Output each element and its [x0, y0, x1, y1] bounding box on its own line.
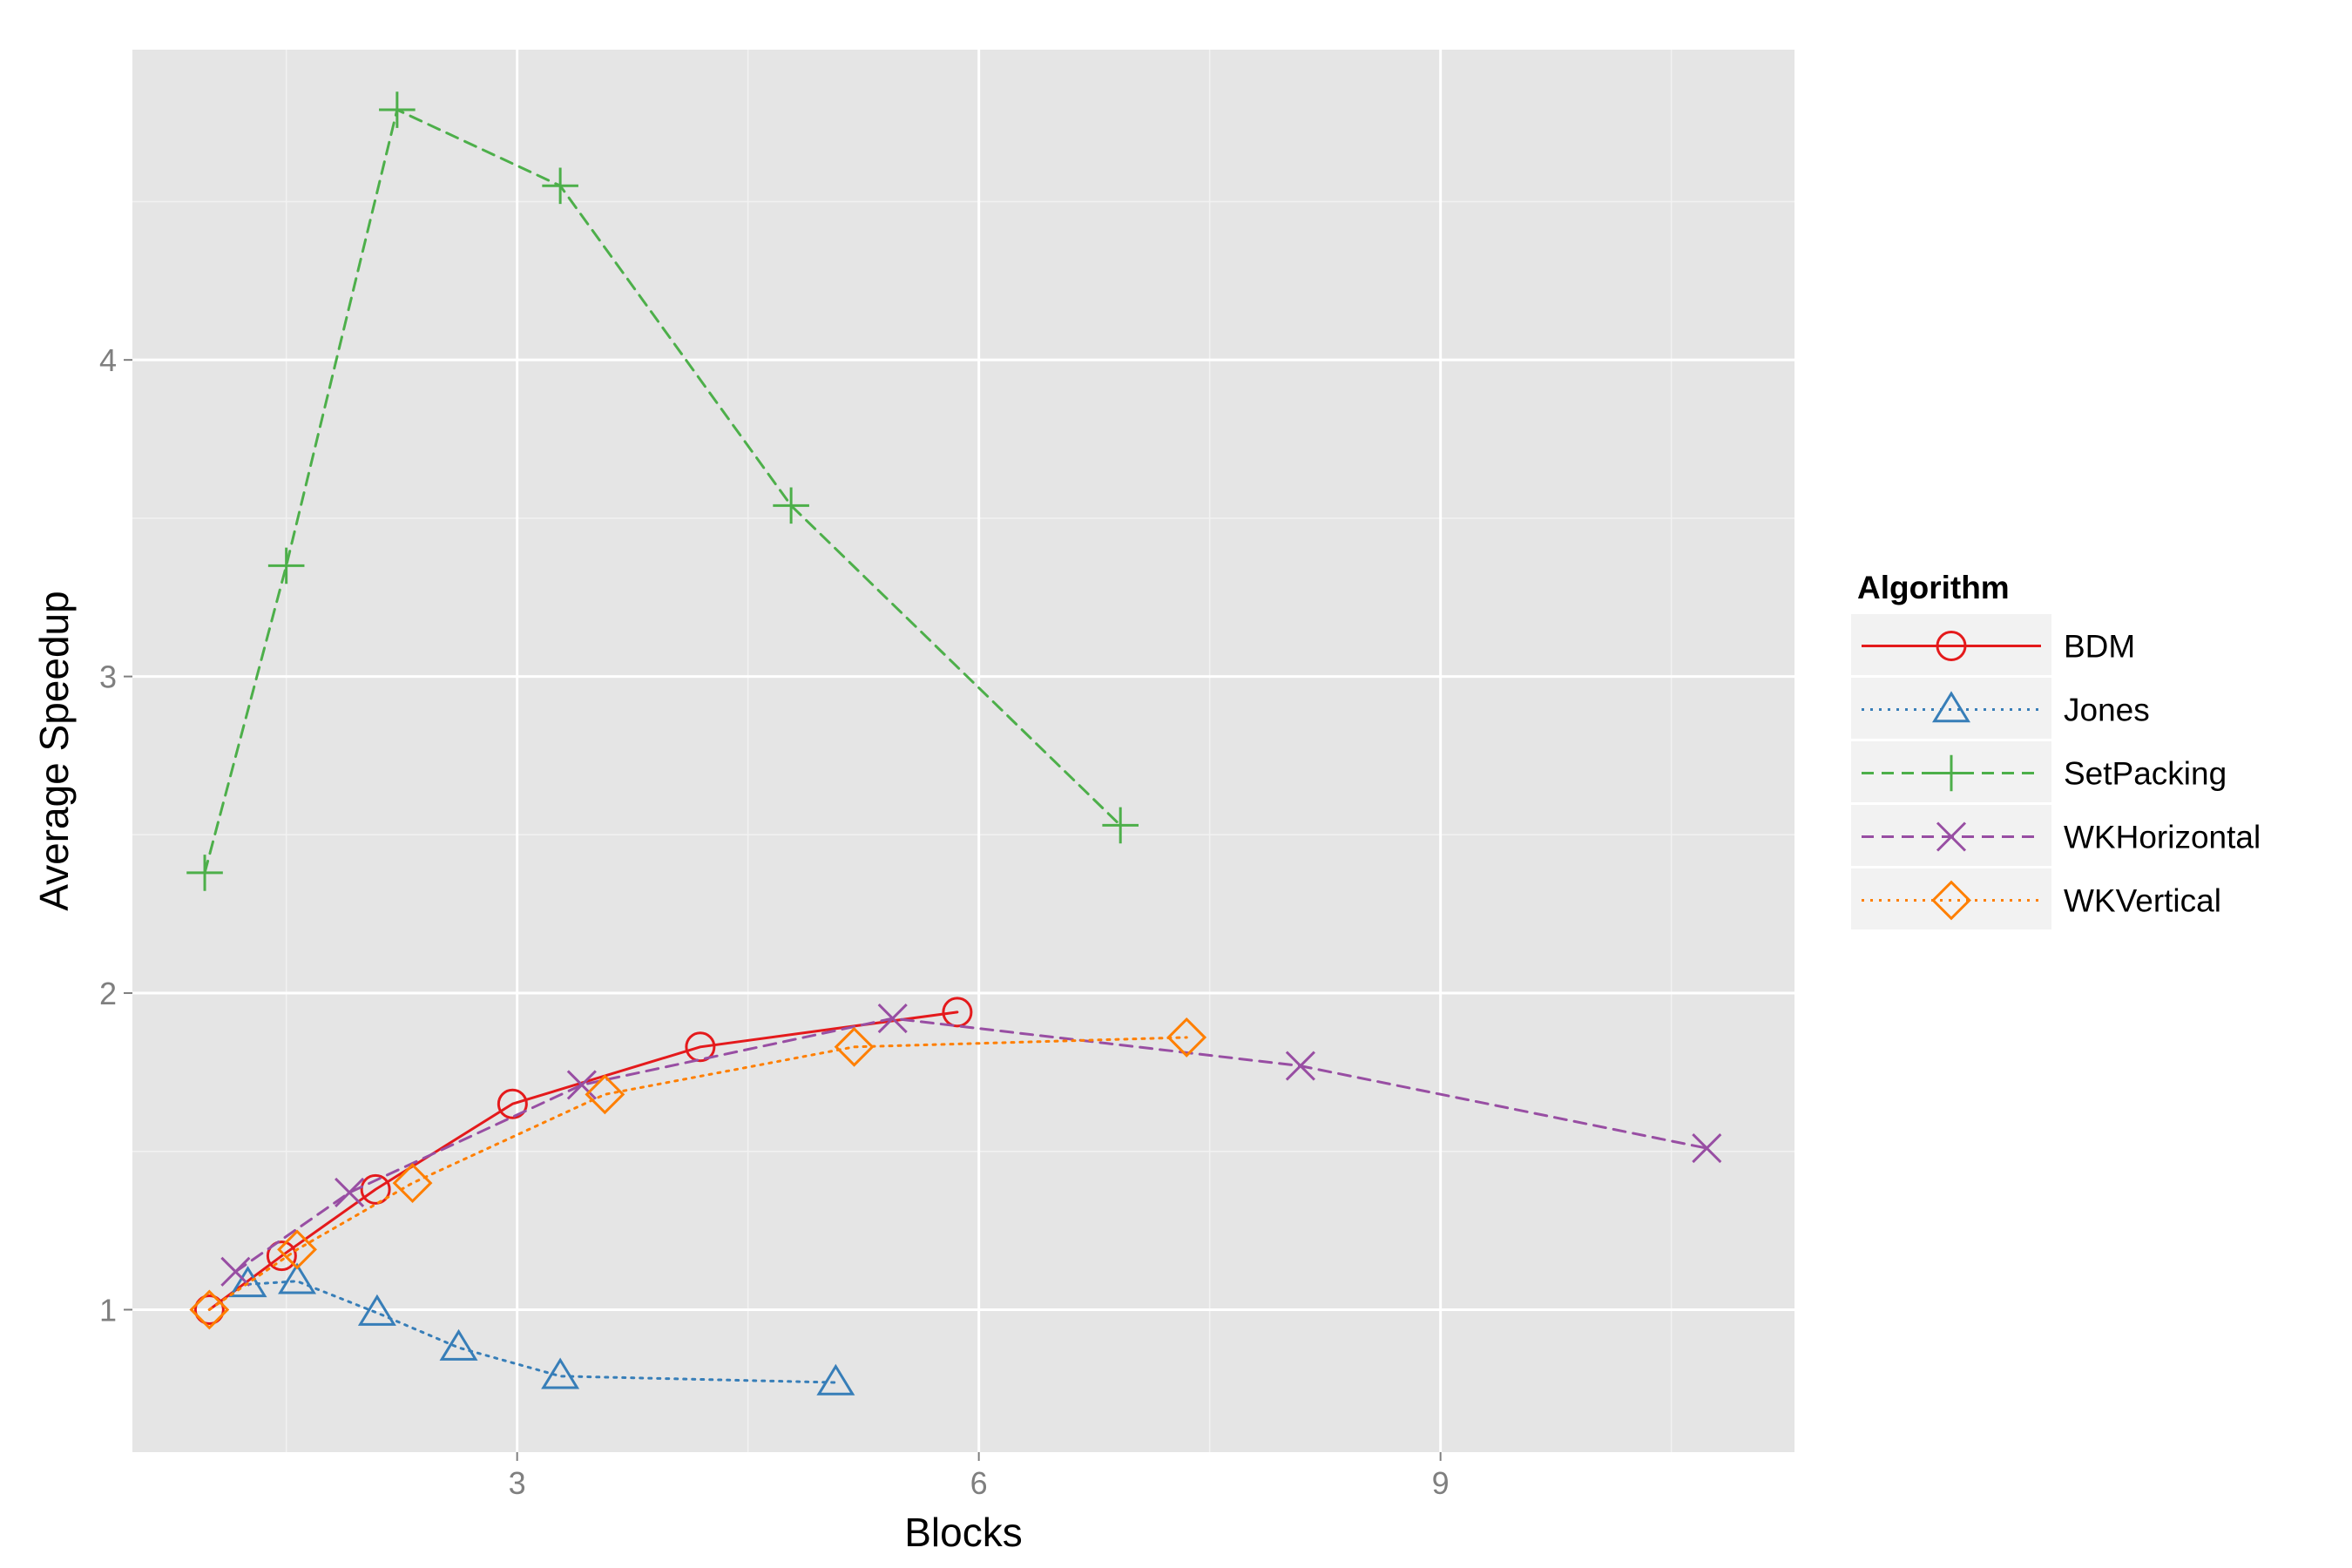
series-layer [186, 91, 1722, 1396]
marker-triangle [439, 1328, 478, 1361]
y-tick-label: 4 [99, 342, 117, 378]
series-line [203, 108, 1122, 875]
marker-triangle [1932, 691, 1970, 723]
marker-diamond [1166, 1017, 1207, 1058]
y-axis-title: Average Speedup [31, 591, 77, 910]
marker-circle [497, 1088, 528, 1119]
y-tick-label: 3 [99, 659, 117, 695]
marker-plus [773, 487, 809, 524]
y-tick-label: 1 [99, 1292, 117, 1328]
series-line [233, 1017, 1708, 1274]
y-tick-label: 2 [99, 976, 117, 1011]
marker-x [335, 1177, 365, 1208]
marker-diamond [277, 1229, 317, 1270]
plot-background [132, 50, 1794, 1452]
series-bdm [193, 997, 973, 1325]
marker-plus [186, 855, 223, 891]
marker-plus [379, 91, 416, 128]
marker-x [1285, 1051, 1315, 1081]
legend-label: SetPacking [2064, 756, 2227, 792]
legend-item-setpacking: SetPacking [1851, 741, 2227, 802]
legend-label: Jones [2064, 693, 2150, 728]
series-wkvertical [189, 1017, 1207, 1330]
x-tick-label: 9 [1432, 1465, 1450, 1501]
marker-plus [542, 167, 578, 205]
series-jones [228, 1262, 855, 1396]
marker-plus [267, 547, 305, 585]
marker-x [566, 1070, 597, 1100]
marker-diamond [585, 1074, 625, 1115]
marker-x [1936, 821, 1967, 852]
x-axis-title: Blocks [904, 1510, 1022, 1555]
marker-triangle [278, 1262, 317, 1294]
marker-diamond [1931, 880, 1971, 921]
marker-diamond [834, 1026, 875, 1067]
series-setpacking [186, 91, 1139, 891]
legend: Algorithm BDM Jones SetPacking WKHorizontal… [1851, 570, 2261, 929]
x-axis-ticks: 3 6 9 [509, 1452, 1450, 1501]
legend-label: WKVertical [2064, 883, 2221, 919]
series-line [207, 1036, 1188, 1311]
legend-item-jones: Jones [1851, 678, 2150, 739]
marker-triangle [357, 1294, 396, 1326]
marker-circle [266, 1240, 297, 1272]
marker-circle [193, 1294, 225, 1325]
grid-minor [132, 50, 1794, 1452]
grid-major [132, 50, 1794, 1452]
legend-label: WKHorizontal [2064, 820, 2261, 855]
series-line [247, 1280, 837, 1384]
y-axis-ticks: 1 2 3 4 [99, 342, 132, 1328]
x-tick-label: 6 [970, 1465, 988, 1501]
legend-item-bdm: BDM [1851, 614, 2135, 675]
legend-title: Algorithm [1857, 570, 2010, 605]
marker-x [877, 1004, 908, 1034]
legend-label: BDM [2064, 629, 2135, 665]
legend-item-wkhorizontal: WKHorizontal [1851, 805, 2261, 866]
series-wkhorizontal [220, 1004, 1722, 1287]
marker-plus [1933, 754, 1970, 792]
marker-plus [1102, 807, 1139, 844]
marker-triangle [816, 1363, 855, 1396]
marker-circle [1936, 631, 1967, 661]
marker-x [1692, 1133, 1722, 1164]
marker-circle [942, 997, 973, 1028]
marker-diamond [392, 1163, 433, 1204]
legend-item-wkvertical: WKVertical [1851, 868, 2221, 929]
marker-triangle [228, 1266, 267, 1298]
marker-triangle [541, 1357, 580, 1389]
marker-diamond [189, 1289, 230, 1330]
marker-circle [685, 1031, 716, 1063]
marker-circle [360, 1173, 391, 1205]
x-tick-label: 3 [509, 1465, 526, 1501]
marker-x [220, 1256, 251, 1287]
